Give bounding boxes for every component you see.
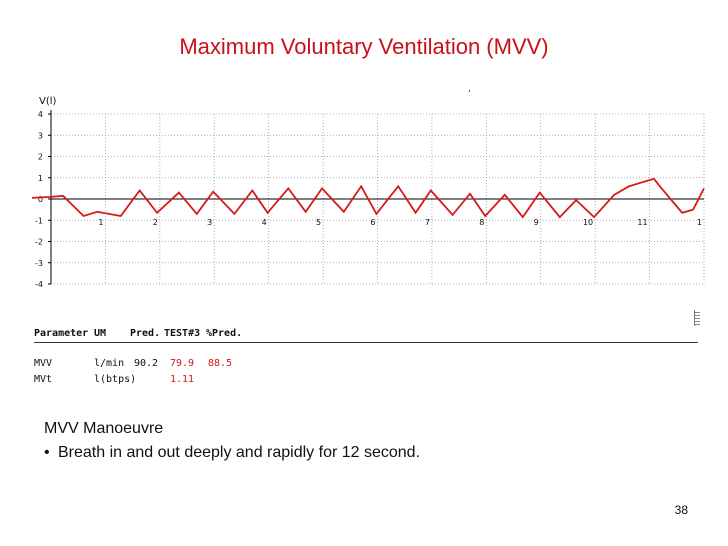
y-tick-label: -3 <box>35 259 43 268</box>
row-mvt-um: l(btps) <box>94 374 137 385</box>
volume-trace-line <box>31 177 705 219</box>
header-parameter: Parameter <box>34 328 89 339</box>
x-tick-label: 1 <box>697 218 702 227</box>
x-tick-label: 4 <box>262 218 267 227</box>
row-mvv-pct: 88.5 <box>208 358 233 369</box>
row-mvv-param: MVV <box>34 358 53 369</box>
row-mvt-param: MVt <box>34 374 53 385</box>
y-tick-label: 0 <box>38 195 43 204</box>
x-tick-label: 1 <box>98 218 103 227</box>
x-tick-label: 2 <box>153 218 158 227</box>
x-tick-label: 5 <box>316 218 321 227</box>
panel-scrollbar[interactable] <box>694 310 700 326</box>
bullet-item: Breath in and out deeply and rapidly for… <box>44 444 420 462</box>
header-pred: Pred. <box>130 328 161 339</box>
header-um: UM <box>94 328 107 339</box>
y-tick-label: 3 <box>38 131 43 140</box>
y-axis-label: V(l) <box>39 96 57 107</box>
y-tick-label: 1 <box>38 174 43 183</box>
x-tick-label: 6 <box>370 218 375 227</box>
header-pct-pred: %Pred. <box>206 328 243 339</box>
y-tick-label: -2 <box>35 238 43 247</box>
x-tick-labels: 1 2 3 4 5 6 7 8 9 10 11 1 <box>98 218 702 227</box>
x-tick-label: 10 <box>583 218 593 227</box>
y-tick-label: -1 <box>35 216 43 225</box>
x-tick-label: 9 <box>534 218 539 227</box>
y-tick-label: 4 <box>38 110 43 119</box>
stray-mark: , <box>468 84 471 94</box>
x-tick-label: 3 <box>207 218 212 227</box>
header-test: TEST#3 <box>164 328 201 339</box>
notes-heading: MVV Manoeuvre <box>44 420 164 437</box>
x-tick-label: 11 <box>637 218 647 227</box>
x-tick-label: 7 <box>425 218 430 227</box>
bullet-list: Breath in and out deeply and rapidly for… <box>44 444 420 462</box>
row-mvt-test: 1.11 <box>170 374 195 385</box>
y-tick-labels: 4 3 2 1 0 -1 -2 -3 -4 <box>35 110 43 289</box>
row-mvv-test: 79.9 <box>170 358 195 369</box>
y-tick-label: 2 <box>38 153 43 162</box>
y-tick-label: -4 <box>35 280 43 289</box>
row-mvv-pred: 90.2 <box>134 358 159 369</box>
row-mvv-um: l/min <box>94 358 125 369</box>
slide-title: Maximum Voluntary Ventilation (MVV) <box>179 34 549 59</box>
table-divider <box>34 342 698 343</box>
x-tick-label: 8 <box>479 218 484 227</box>
slide-number: 38 <box>674 503 688 517</box>
slide-notes: MVV Manoeuvre Breath in and out deeply a… <box>44 420 420 462</box>
